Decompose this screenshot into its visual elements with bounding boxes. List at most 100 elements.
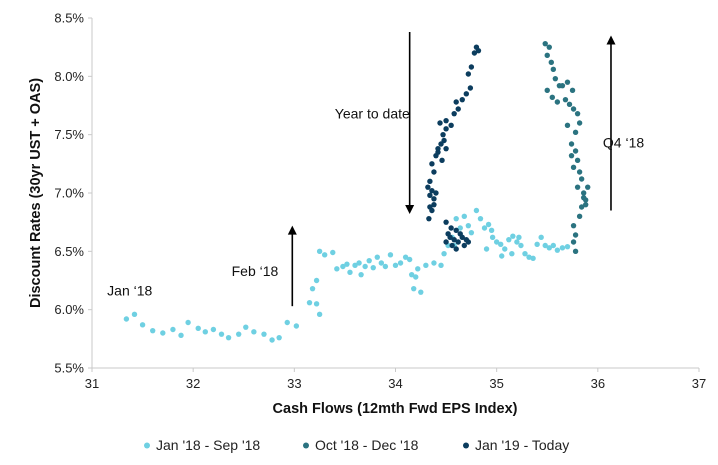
data-point: [195, 325, 201, 332]
arrow-head: [287, 225, 297, 235]
data-point: [170, 326, 176, 333]
data-point: [546, 245, 552, 251]
legend-label: Jan '18 - Sep '18: [156, 437, 260, 453]
data-point: [461, 242, 467, 249]
data-point: [502, 246, 508, 252]
legend-marker: [463, 442, 469, 449]
data-point: [471, 50, 478, 56]
data-point: [382, 263, 389, 270]
data-point: [449, 242, 455, 249]
data-point: [574, 184, 581, 190]
data-point: [293, 323, 300, 329]
data-point: [544, 52, 550, 59]
y-tick-label: 6.5%: [54, 244, 84, 259]
data-points: [123, 40, 591, 343]
data-point: [178, 332, 184, 339]
data-point: [534, 241, 540, 248]
x-tick-label: 34: [388, 376, 402, 391]
data-point: [356, 260, 362, 266]
data-point: [509, 250, 515, 257]
data-point: [284, 319, 290, 326]
data-point: [455, 106, 461, 112]
data-point: [580, 190, 587, 196]
data-point: [499, 253, 505, 259]
data-point: [542, 242, 548, 249]
annotation-label: Feb ‘18: [232, 263, 279, 279]
data-point: [483, 246, 490, 252]
data-point: [564, 122, 571, 129]
data-point: [463, 91, 470, 97]
data-point: [443, 126, 449, 132]
data-point: [569, 87, 576, 94]
data-point: [437, 120, 443, 126]
data-point: [516, 234, 522, 241]
data-point: [576, 213, 583, 220]
data-point: [572, 148, 579, 154]
data-point: [546, 44, 552, 50]
data-point: [276, 334, 282, 341]
data-point: [570, 164, 577, 171]
legend-marker: [303, 442, 309, 449]
data-point: [429, 207, 435, 214]
data-point: [542, 40, 548, 47]
data-point: [352, 262, 358, 269]
series-group-2: [425, 44, 482, 252]
legend-label: Oct '18 - Dec '18: [315, 437, 419, 453]
data-point: [347, 269, 353, 276]
data-point: [453, 246, 459, 252]
data-point: [564, 79, 571, 85]
data-point: [429, 161, 435, 167]
x-tick-label: 32: [186, 376, 200, 391]
data-point: [218, 331, 225, 337]
data-point: [431, 201, 437, 208]
data-point: [572, 232, 579, 238]
data-point: [465, 239, 472, 245]
data-point: [358, 271, 364, 278]
data-point: [309, 285, 316, 292]
data-point: [438, 262, 444, 269]
data-point: [451, 236, 457, 243]
data-point: [455, 239, 461, 245]
data-point: [406, 256, 413, 263]
data-point: [431, 169, 437, 175]
data-point: [418, 289, 424, 295]
legend-label: Jan '19 - Today: [475, 437, 569, 453]
data-point: [559, 82, 566, 89]
annotation-arrows: [287, 32, 616, 307]
data-point: [493, 239, 500, 245]
data-point: [443, 239, 449, 245]
series-group-0: [123, 207, 571, 343]
data-point: [570, 106, 577, 112]
data-point: [448, 225, 454, 231]
data-point: [441, 250, 447, 257]
x-tick-label: 36: [591, 376, 605, 391]
data-point: [467, 85, 474, 91]
data-point: [439, 157, 445, 164]
data-point: [431, 196, 437, 202]
data-point: [269, 337, 275, 343]
arrow-head: [405, 205, 415, 214]
data-point: [251, 329, 257, 335]
data-point: [468, 229, 475, 236]
data-point: [459, 234, 465, 241]
data-point: [510, 233, 516, 239]
data-point: [530, 255, 536, 262]
data-point: [506, 236, 512, 243]
data-point: [489, 234, 496, 241]
data-point: [465, 71, 472, 77]
data-point: [433, 190, 439, 196]
data-point: [340, 263, 346, 270]
data-point: [574, 110, 581, 117]
series-group-1: [542, 40, 591, 255]
data-point: [397, 260, 404, 266]
data-point: [387, 252, 394, 258]
data-point: [477, 215, 484, 222]
data-point: [443, 117, 449, 124]
data-point: [313, 301, 320, 307]
data-point: [574, 157, 581, 164]
annotation-label: Q4 ‘18: [603, 135, 644, 151]
data-point: [202, 329, 209, 335]
annotation-label: Year to date: [335, 105, 410, 121]
data-point: [570, 222, 577, 229]
